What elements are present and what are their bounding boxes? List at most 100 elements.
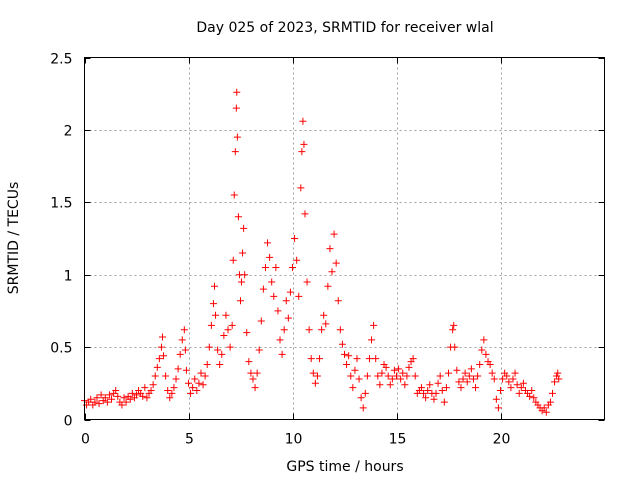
data-point [330, 230, 338, 238]
data-point [193, 387, 201, 395]
data-point [455, 378, 463, 386]
data-point [216, 360, 224, 368]
data-point [101, 394, 109, 402]
data-point [461, 369, 469, 377]
data-point [114, 392, 122, 400]
data-point [176, 350, 184, 358]
data-point [397, 375, 405, 383]
data-point [299, 117, 307, 125]
data-point [157, 343, 165, 351]
data-point [195, 379, 203, 387]
plot-frame [84, 57, 605, 420]
data-point [438, 387, 446, 395]
data-point [118, 401, 126, 409]
data-point [240, 224, 248, 232]
data-point [480, 336, 488, 344]
data-point [103, 398, 111, 406]
y-tick-label: 0.5 [50, 341, 72, 357]
data-point [355, 375, 363, 383]
data-point [112, 387, 120, 395]
data-point [164, 387, 172, 395]
data-point [357, 394, 365, 402]
data-point [238, 278, 246, 286]
data-point [218, 350, 226, 358]
data-point [91, 398, 99, 406]
data-point [324, 282, 332, 290]
y-tick-label: 1.5 [50, 196, 72, 212]
data-point [280, 326, 288, 334]
data-point [300, 140, 308, 148]
data-point [332, 259, 340, 267]
data-point [451, 343, 459, 351]
data-point [239, 249, 247, 257]
data-point [199, 381, 207, 389]
data-point [286, 288, 294, 296]
data-point [301, 210, 309, 218]
data-point [276, 336, 284, 344]
data-point [159, 333, 166, 341]
data-point [409, 355, 417, 363]
data-point [105, 391, 113, 399]
data-point [87, 395, 95, 403]
x-axis-label: GPS time / hours [286, 459, 403, 475]
data-point [328, 268, 336, 276]
data-point [347, 372, 355, 380]
data-point [515, 389, 523, 397]
data-point [517, 384, 525, 392]
data-point [162, 372, 170, 380]
data-point [361, 389, 369, 397]
data-point [233, 133, 241, 141]
data-point [284, 314, 292, 322]
data-point [255, 346, 263, 354]
data-point [494, 404, 502, 412]
data-point [372, 355, 380, 363]
data-point [289, 263, 296, 271]
data-point [393, 372, 400, 380]
data-point [249, 375, 257, 383]
data-point [359, 404, 367, 412]
data-point [463, 378, 471, 386]
data-point [469, 375, 477, 383]
tick-labels: 0 5 10 15 20 0 0.5 1 1.5 2 2.5 [50, 52, 510, 448]
data-point [351, 366, 359, 374]
data-point [243, 329, 251, 337]
data-point [251, 384, 259, 392]
data-point [440, 398, 448, 406]
data-point [478, 346, 486, 354]
data-point [151, 372, 159, 380]
data-point [343, 360, 351, 368]
data-point [422, 394, 430, 402]
x-tick-label: 15 [389, 432, 407, 448]
data-point [205, 343, 213, 351]
data-point [474, 372, 482, 380]
data-point [237, 297, 244, 305]
data-point [519, 379, 527, 387]
data-point [482, 350, 490, 358]
data-point [459, 375, 467, 383]
data-point [220, 332, 228, 340]
data-point [549, 389, 556, 397]
data-point [197, 369, 205, 377]
data-point [546, 398, 554, 406]
data-point [120, 394, 128, 402]
data-point [207, 321, 215, 329]
data-point [155, 355, 163, 363]
data-point [232, 104, 240, 112]
data-point [420, 389, 428, 397]
data-point [166, 394, 174, 402]
data-point [341, 350, 348, 358]
data-point [291, 235, 299, 242]
data-point [231, 148, 239, 156]
data-point [432, 389, 440, 397]
data-point [174, 365, 182, 373]
data-point [266, 253, 274, 261]
data-point [490, 375, 498, 383]
data-point [233, 88, 241, 96]
data-point [264, 239, 272, 247]
data-point [374, 372, 382, 380]
data-point [307, 355, 315, 363]
data-point [528, 387, 536, 395]
data-point [442, 384, 450, 392]
data-point [212, 311, 220, 319]
data-point [370, 321, 378, 329]
